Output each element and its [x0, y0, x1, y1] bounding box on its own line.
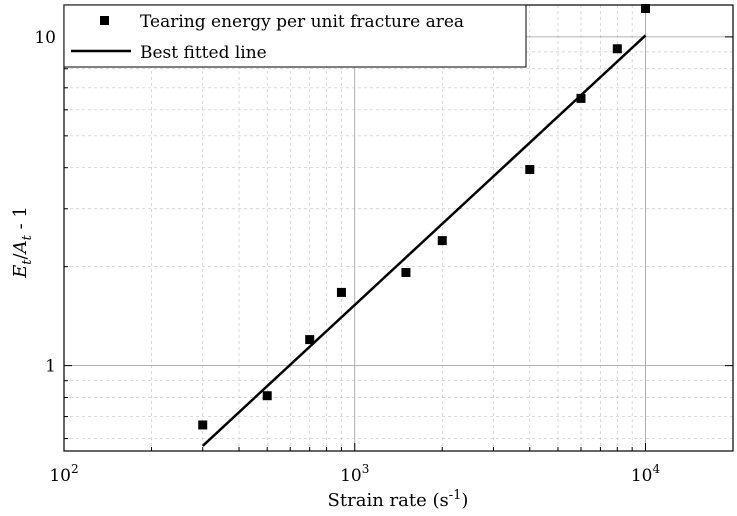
x-tick-label: 103 [340, 462, 369, 486]
tick-labels: 102 103 104 1 10 [34, 28, 660, 486]
minor-gridlines [64, 5, 734, 451]
legend-label-line: Best fitted line [140, 43, 267, 63]
legend-box [63, 4, 527, 68]
best-fit-line [201, 34, 647, 447]
legend: Tearing energy per unit fracture area Be… [63, 4, 527, 68]
data-point [262, 391, 272, 401]
plot-frame [63, 4, 734, 452]
x-tick-label: 102 [49, 462, 78, 486]
legend-label-points: Tearing energy per unit fracture area [140, 12, 464, 32]
data-point [525, 164, 535, 174]
x-tick-label: 104 [631, 462, 661, 486]
x-axis-title: Strain rate (s-1) [328, 488, 469, 511]
axis-ticks [63, 5, 734, 451]
data-point [576, 93, 586, 103]
data-point [612, 44, 622, 54]
data-point [305, 335, 315, 345]
data-point [437, 236, 447, 246]
y-tick-label: 10 [34, 28, 56, 48]
y-tick-label: 1 [45, 357, 56, 377]
major-gridlines [63, 5, 733, 451]
data-point [401, 267, 411, 277]
data-point [336, 287, 346, 297]
y-axis-title: Et/At - 1 [10, 206, 35, 279]
series-layer [198, 3, 650, 447]
legend-marker-square [100, 16, 109, 25]
data-point [198, 420, 208, 430]
